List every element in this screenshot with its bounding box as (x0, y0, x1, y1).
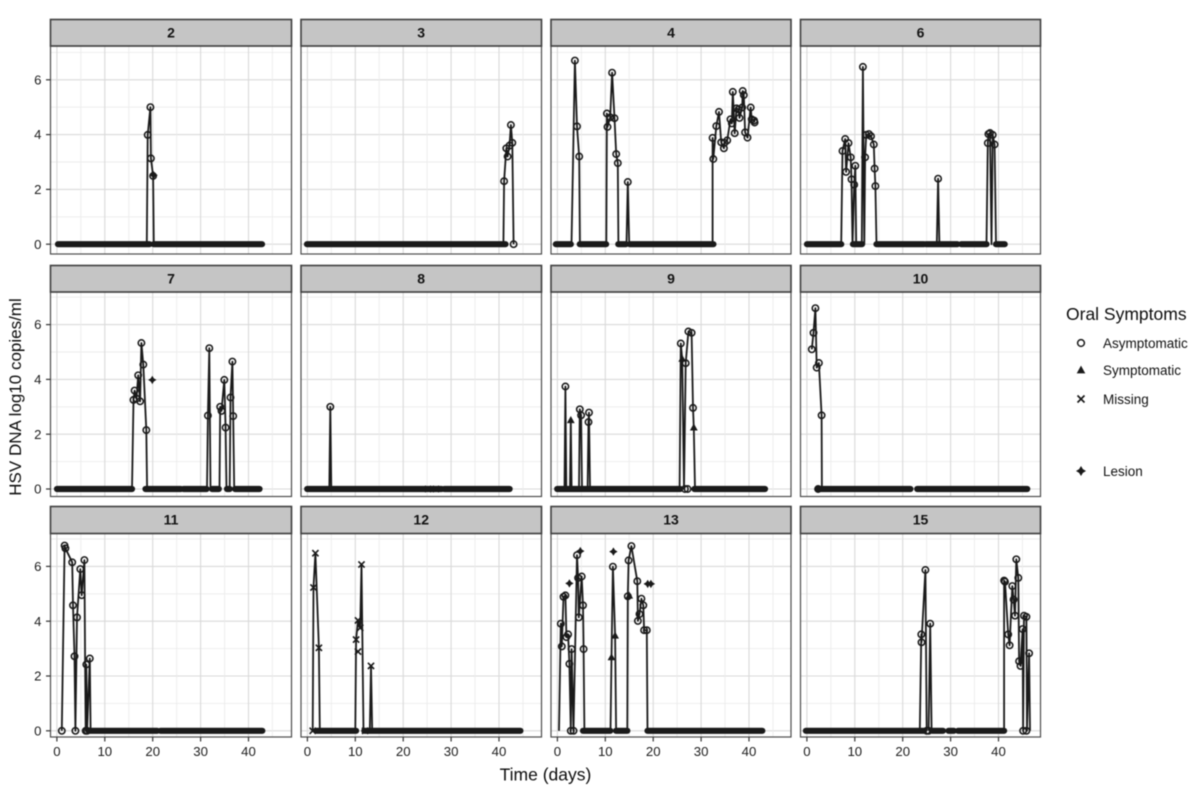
svg-text:9: 9 (667, 270, 675, 286)
svg-text:30: 30 (193, 744, 208, 759)
svg-text:6: 6 (34, 559, 41, 574)
svg-text:40: 40 (742, 744, 757, 759)
svg-text:Asymptomatic: Asymptomatic (1103, 336, 1188, 351)
svg-text:0: 0 (554, 744, 561, 759)
svg-text:4: 4 (34, 614, 41, 629)
svg-text:40: 40 (492, 744, 507, 759)
svg-text:7: 7 (167, 270, 175, 286)
svg-text:40: 40 (991, 744, 1006, 759)
svg-text:6: 6 (917, 24, 925, 40)
svg-text:Oral Symptoms: Oral Symptoms (1066, 304, 1187, 324)
svg-text:6: 6 (34, 72, 41, 87)
svg-text:10: 10 (598, 744, 613, 759)
svg-text:30: 30 (943, 744, 958, 759)
svg-text:15: 15 (913, 512, 929, 528)
svg-text:13: 13 (663, 512, 679, 528)
svg-text:6: 6 (34, 317, 41, 332)
svg-text:4: 4 (667, 24, 675, 40)
svg-text:HSV DNA log10 copies/ml: HSV DNA log10 copies/ml (6, 298, 25, 495)
svg-text:20: 20 (895, 744, 910, 759)
svg-text:10: 10 (913, 270, 929, 286)
svg-text:Lesion: Lesion (1103, 464, 1143, 479)
svg-text:2: 2 (167, 24, 175, 40)
svg-text:Time (days): Time (days) (500, 765, 592, 785)
svg-text:Missing: Missing (1103, 392, 1149, 407)
svg-text:20: 20 (646, 744, 661, 759)
svg-text:10: 10 (847, 744, 862, 759)
svg-text:Symptomatic: Symptomatic (1103, 363, 1181, 378)
svg-text:11: 11 (164, 512, 179, 528)
svg-text:10: 10 (97, 744, 112, 759)
svg-text:0: 0 (803, 744, 810, 759)
svg-text:30: 30 (694, 744, 709, 759)
svg-text:0: 0 (53, 744, 60, 759)
svg-text:4: 4 (34, 372, 41, 387)
svg-text:0: 0 (34, 237, 41, 252)
svg-text:2: 2 (34, 427, 41, 442)
svg-text:2: 2 (34, 669, 41, 684)
svg-text:3: 3 (417, 24, 425, 40)
svg-text:0: 0 (304, 744, 311, 759)
svg-text:2: 2 (34, 182, 41, 197)
svg-text:4: 4 (34, 127, 41, 142)
svg-text:40: 40 (241, 744, 256, 759)
svg-text:30: 30 (444, 744, 459, 759)
svg-text:20: 20 (145, 744, 160, 759)
svg-text:12: 12 (413, 512, 429, 528)
svg-text:8: 8 (417, 270, 425, 286)
svg-text:0: 0 (34, 723, 41, 738)
svg-text:0: 0 (34, 482, 41, 497)
svg-text:20: 20 (396, 744, 411, 759)
svg-text:10: 10 (348, 744, 363, 759)
